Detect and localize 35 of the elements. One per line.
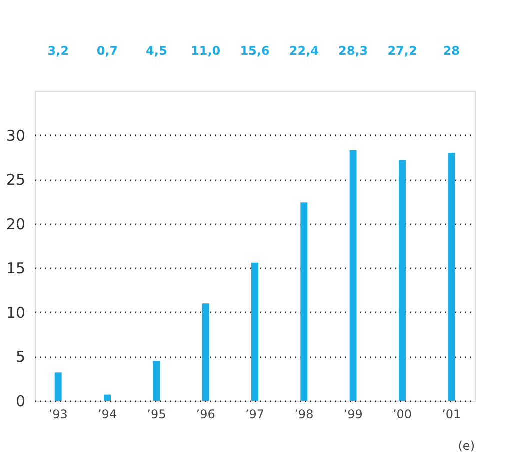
data-label: 28,3: [338, 44, 368, 58]
x-tick-label: ’00: [392, 408, 412, 422]
bar: [300, 202, 308, 401]
x-tick-label: ’95: [147, 408, 166, 422]
bar: [252, 262, 258, 401]
bar: [202, 304, 210, 401]
y-tick-label: 5: [16, 348, 26, 366]
data-label: 3,2: [48, 44, 69, 58]
data-label: 28: [443, 44, 460, 58]
x-tick-label: ’01: [442, 408, 462, 422]
y-tick-label: 20: [6, 215, 26, 234]
data-label: 0,7: [96, 44, 118, 58]
data-label: 27,2: [388, 44, 418, 58]
y-tick-label: 0: [16, 392, 26, 410]
data-label: 22,4: [289, 44, 319, 58]
bar: [54, 372, 62, 401]
y-tick-label: 10: [6, 304, 26, 322]
bar: [104, 394, 112, 401]
data-label: 11,0: [191, 44, 221, 58]
y-tick-label: 25: [6, 171, 26, 190]
x-tick-label: ’99: [344, 408, 363, 422]
bar: [153, 361, 160, 401]
y-tick-label: 30: [6, 126, 26, 145]
data-label: 15,6: [240, 44, 270, 58]
text: (e): [458, 439, 475, 452]
x-tick-label: ’96: [196, 408, 216, 422]
data-label: 4,5: [146, 44, 168, 58]
x-tick-label: ’97: [245, 408, 265, 422]
bar: [398, 160, 406, 401]
bar: [448, 153, 456, 401]
bar: [350, 150, 357, 401]
x-tick-label: ’94: [98, 408, 118, 422]
x-tick-label: ’93: [48, 408, 68, 422]
x-tick-label: ’98: [294, 408, 314, 422]
y-tick-label: 15: [6, 260, 26, 278]
